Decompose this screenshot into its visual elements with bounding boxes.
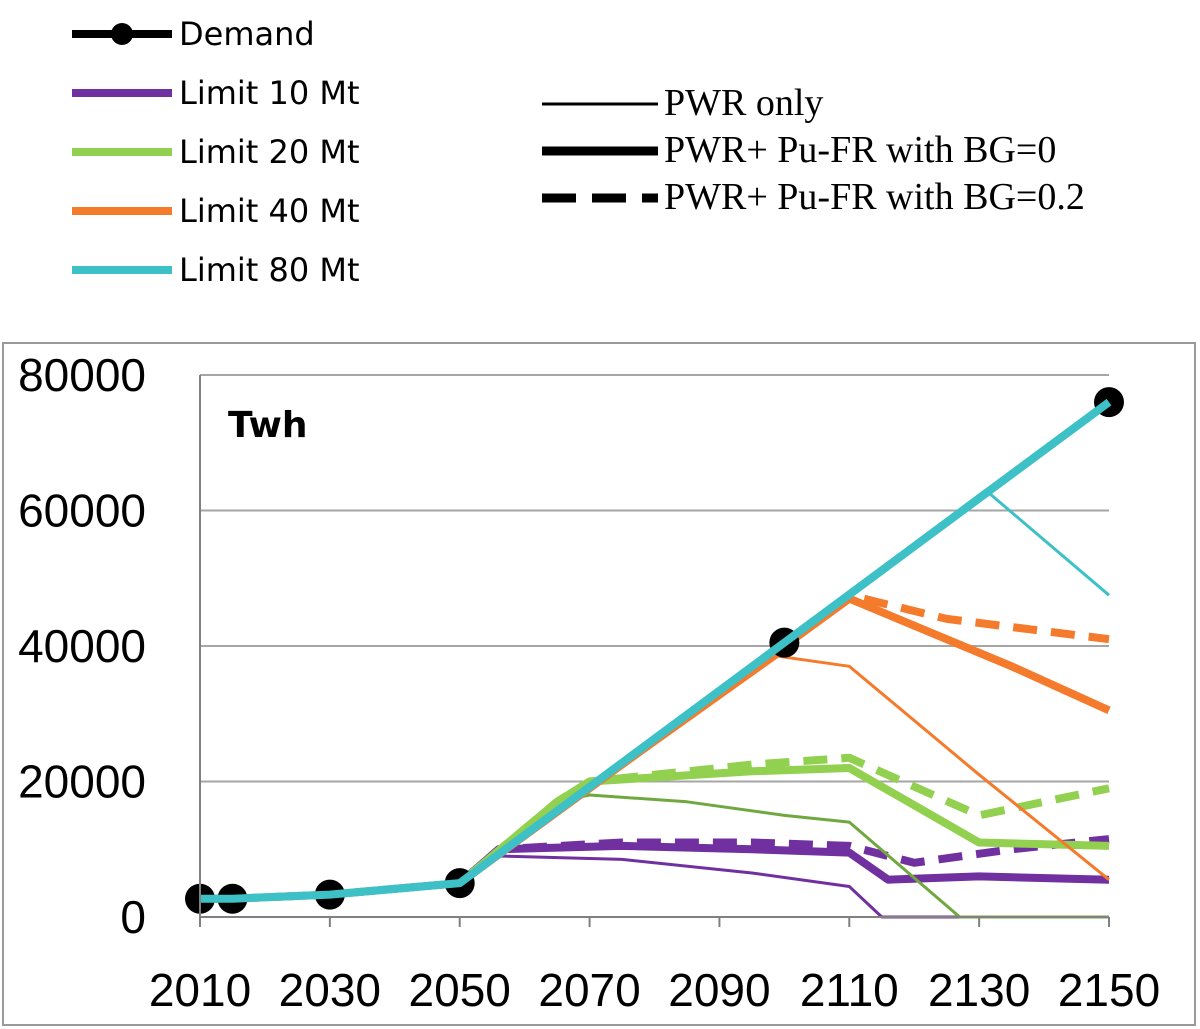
- x-tick-label: 2110: [800, 964, 899, 1016]
- x-tick-label: 2010: [149, 964, 251, 1016]
- legend-marker: [111, 23, 133, 45]
- y-tick-label: 40000: [18, 620, 146, 672]
- series-line-limit-40-mt-dashed: [200, 591, 1110, 903]
- series-line-limit-10-mt-dashed: [457, 835, 1110, 887]
- y-unit-label: Twh: [228, 405, 308, 446]
- series-line-limit-80-mt-overlay: [200, 398, 1112, 903]
- axes: 2010 2030 2050 2070 2090 2110 2130 2150 0 20000 40…: [18, 349, 1160, 1016]
- x-tick-label: 2130: [928, 964, 1030, 1016]
- y-tick-label: 20000: [18, 756, 146, 808]
- legend: Demand Limit 10 Mt Limit 20 Mt Limit 40 Mt L…: [72, 15, 1085, 289]
- legend-label-pwr-pu-fr-with-bg-0: PWR+ Pu-FR with BG=0: [664, 129, 1056, 171]
- series-line-limit-10-mt-thick: [457, 841, 1110, 887]
- chart-frame: [2, 342, 1196, 1026]
- legend-label-pwr-only: PWR only: [664, 82, 823, 124]
- x-tick-label: 2070: [538, 964, 640, 1016]
- x-tick-label: 2050: [409, 964, 511, 1016]
- x-tick-label: 2030: [279, 964, 381, 1016]
- y-tick-label: 0: [120, 891, 146, 943]
- y-tick-label: 60000: [18, 485, 146, 537]
- legend-label-limit-20-mt: Limit 20 Mt: [179, 133, 360, 171]
- x-tick-label: 2150: [1058, 964, 1160, 1016]
- y-tick-label: 80000: [18, 349, 146, 401]
- legend-label-limit-40-mt: Limit 40 Mt: [179, 192, 360, 230]
- legend-label-limit-80-mt: Limit 80 Mt: [179, 251, 360, 289]
- x-tick-label: 2090: [668, 964, 770, 1016]
- legend-label-pwr-pu-fr-with-bg-0-2: PWR+ Pu-FR with BG=0.2: [664, 176, 1085, 218]
- demand-markers: [185, 387, 1124, 914]
- legend-label-demand: Demand: [179, 15, 315, 53]
- legend-label-limit-10-mt: Limit 10 Mt: [179, 74, 360, 112]
- series-line-limit-20-mt-dashed: [457, 753, 1110, 887]
- gridlines: [200, 374, 1109, 783]
